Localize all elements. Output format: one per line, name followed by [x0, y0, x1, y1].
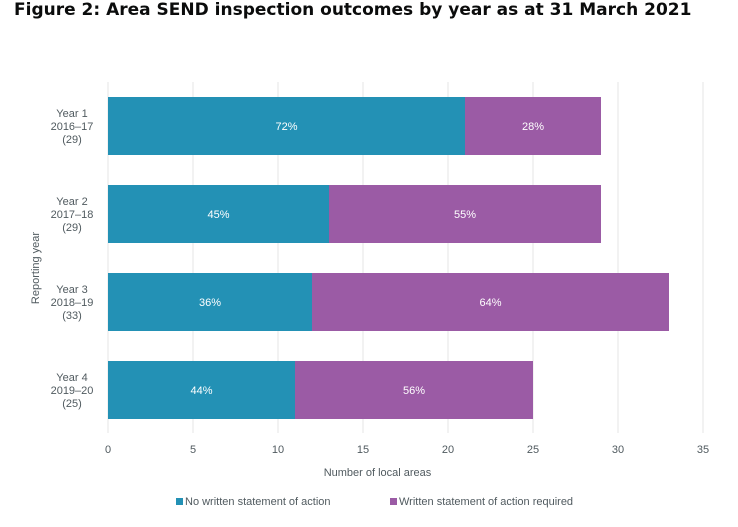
category-label: Year 1 2016–17 (29) [51, 108, 94, 146]
category-label-line: 2019–20 [51, 385, 94, 397]
x-axis-label: Number of local areas [324, 467, 432, 479]
category-label-line: Year 4 [56, 372, 87, 384]
legend-swatch [176, 498, 183, 505]
x-tick-label: 30 [612, 444, 624, 456]
category-label: Year 4 2019–20 (25) [51, 372, 94, 410]
category-label-line: Year 3 [56, 284, 87, 296]
legend-swatch [390, 498, 397, 505]
bar-segment [108, 273, 312, 331]
category-label: Year 3 2018–19 (33) [51, 284, 94, 322]
x-tick-labels: 0 5 10 15 20 25 30 35 [105, 444, 709, 456]
category-label-line: Year 1 [56, 108, 87, 120]
category-label-line: Year 2 [56, 196, 87, 208]
bar-data-label: 64% [479, 297, 501, 309]
legend: No written statement of action Written st… [176, 496, 573, 508]
category-label-line: 2016–17 [51, 121, 94, 133]
bar-segment [312, 273, 669, 331]
x-tick-label: 20 [442, 444, 454, 456]
legend-label: Written statement of action required [399, 496, 573, 508]
category-labels: Year 1 2016–17 (29)Year 2 2017–18 (29)Year 3… [51, 108, 94, 410]
chart-title: Figure 2: Area SEND inspection outcomes … [14, 0, 692, 20]
bar-segment [108, 185, 329, 243]
bar-data-label: 36% [199, 297, 221, 309]
bar-segment [329, 185, 601, 243]
x-tick-label: 10 [272, 444, 284, 456]
bar-data-label: 56% [403, 385, 425, 397]
bars: 72% 28% 45% 55% 36% 64% 44% 56% [108, 97, 669, 419]
category-label-line: (33) [62, 310, 82, 322]
bar-segment [465, 97, 601, 155]
bar-data-label: 28% [522, 121, 544, 133]
y-axis-label: Reporting year [30, 232, 42, 304]
category-label-line: 2017–18 [51, 209, 94, 221]
category-label-line: (29) [62, 222, 82, 234]
category-label: Year 2 2017–18 (29) [51, 196, 94, 234]
category-label-line: 2018–19 [51, 297, 94, 309]
bar-data-label: 72% [275, 121, 297, 133]
x-tick-label: 35 [697, 444, 709, 456]
bar-segment [108, 97, 465, 155]
bar-segment [295, 361, 533, 419]
bar-data-label: 45% [207, 209, 229, 221]
category-label-line: (25) [62, 398, 82, 410]
category-label-line: (29) [62, 134, 82, 146]
bar-segment [108, 361, 295, 419]
bar-data-label: 55% [454, 209, 476, 221]
bar-data-label: 44% [190, 385, 212, 397]
legend-item: No written statement of action [176, 496, 331, 508]
x-tick-label: 25 [527, 444, 539, 456]
x-tick-label: 5 [190, 444, 196, 456]
x-tick-label: 0 [105, 444, 111, 456]
x-tick-label: 15 [357, 444, 369, 456]
legend-item: Written statement of action required [390, 496, 573, 508]
legend-label: No written statement of action [185, 496, 331, 508]
